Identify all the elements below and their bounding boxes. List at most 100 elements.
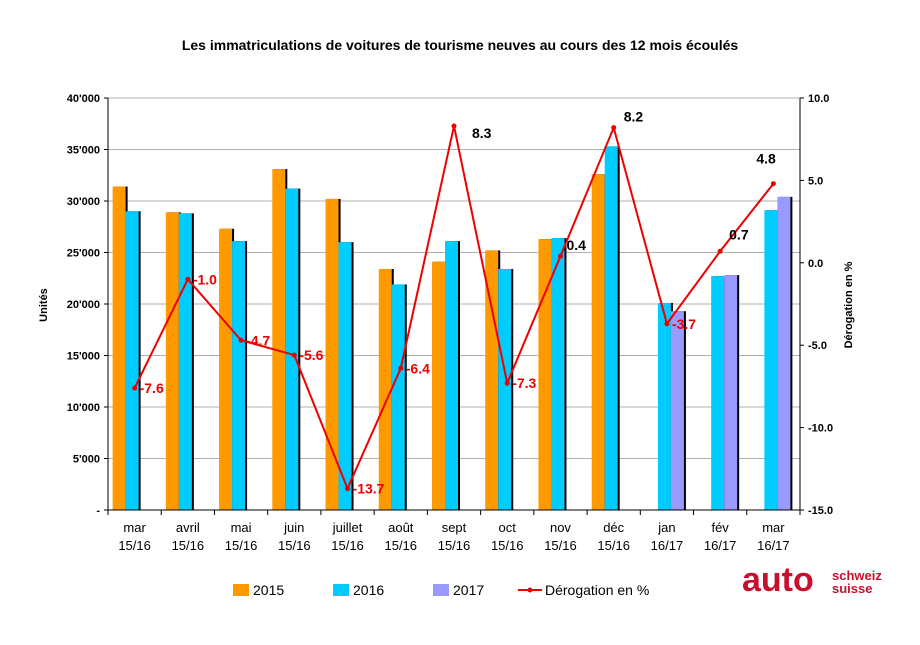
legend-label: 2017 (453, 582, 484, 598)
derogation-point (398, 365, 404, 371)
y2-tick-label: 5.0 (808, 175, 823, 187)
y-tick-label: 10'000 (67, 402, 100, 414)
derogation-point (611, 125, 617, 131)
bar-2017 (670, 311, 684, 510)
logo-suisse-text: suisse (832, 581, 873, 596)
bar-2015 (219, 228, 233, 510)
legend-swatch-2017 (433, 584, 449, 596)
data-label: -13.7 (353, 481, 385, 497)
bars (112, 146, 793, 511)
derogation-point (504, 380, 510, 386)
x-tick-label: sept (442, 520, 467, 535)
data-label: 8.2 (624, 109, 644, 125)
derogation-point (132, 385, 138, 391)
y2-tick-label: 10.0 (808, 93, 829, 105)
legend-swatch-2015 (233, 584, 249, 596)
bar-2015 (325, 198, 339, 510)
y2-tick-label: 0.0 (808, 258, 823, 270)
data-label: -4.7 (246, 332, 270, 348)
y-tick-label: - (96, 505, 100, 517)
x-tick-label: nov (550, 520, 571, 535)
derogation-point (557, 253, 563, 259)
bar-2015 (165, 212, 179, 510)
bar-2016 (338, 242, 352, 510)
x-tick-label: mar (123, 520, 146, 535)
y-tick-label: 20'000 (67, 299, 100, 311)
x-tick-label: déc (603, 520, 624, 535)
legend-label: 2016 (353, 582, 384, 598)
bar-2015 (432, 261, 445, 510)
auto-schweiz-logo: auto schweiz suisse (742, 561, 902, 607)
derogation-point (664, 321, 670, 327)
x-tick-label: 15/16 (544, 538, 577, 553)
bar-2015 (378, 268, 392, 510)
data-label: -7.6 (140, 380, 164, 396)
bar-2015 (538, 239, 552, 511)
derogation-point (185, 276, 191, 282)
x-tick-label: 15/16 (438, 538, 471, 553)
x-tick-label: avril (176, 520, 200, 535)
y-tick-label: 25'000 (67, 248, 100, 260)
x-tick-label: 15/16 (172, 538, 205, 553)
y-tick-label: 30'000 (67, 196, 100, 208)
bar-2016 (445, 241, 458, 511)
logo-schweiz-text: schweiz (832, 568, 882, 583)
bar-2016 (764, 210, 778, 510)
bar-2015 (485, 250, 499, 510)
data-label: -5.6 (299, 347, 323, 363)
data-label: -7.3 (512, 375, 536, 391)
x-tick-label: fév (711, 520, 729, 535)
x-tick-label: juin (283, 520, 304, 535)
derogation-line (132, 123, 776, 492)
y-tick-label: 40'000 (67, 93, 100, 105)
bar-2017 (777, 196, 791, 510)
bar-2016 (285, 188, 299, 510)
legend-marker-derogation (527, 587, 533, 593)
y2-tick-label: -5.0 (808, 340, 827, 352)
y-tick-label: 35'000 (67, 145, 100, 157)
x-tick-label: 15/16 (278, 538, 311, 553)
bar-2016 (178, 213, 192, 511)
x-tick-label: mar (762, 520, 785, 535)
derogation-point (238, 337, 244, 343)
x-tick-label: 16/17 (704, 538, 737, 553)
derogation-point (451, 123, 457, 129)
derogation-point (770, 181, 776, 187)
x-tick-label: oct (499, 520, 517, 535)
legend-label: 2015 (253, 582, 284, 598)
x-tick-label: 15/16 (331, 538, 364, 553)
y2-tick-label: -15.0 (808, 505, 833, 517)
x-tick-label: mai (231, 520, 252, 535)
derogation-point (291, 352, 297, 358)
derogation-point (345, 486, 351, 492)
y2-axis-title: Dérogation en % (843, 261, 855, 348)
bar-2015 (272, 169, 286, 510)
x-tick-label: 15/16 (597, 538, 630, 553)
logo-auto-text: auto (742, 561, 814, 599)
bar-2016 (391, 284, 405, 510)
bar-2015 (591, 174, 605, 510)
legend-swatch-2016 (333, 584, 349, 596)
data-label: 4.8 (756, 151, 776, 167)
data-labels: -7.6 -1.0 -4.7 -5.6 -13.7 -6.4 8.3 -7.3 0.4 8.2 -3… (140, 109, 776, 497)
x-tick-label: août (388, 520, 414, 535)
data-label: -3.7 (672, 316, 696, 332)
bar-2016 (604, 146, 618, 510)
data-label: 0.7 (729, 226, 749, 242)
x-tick-label: jan (657, 520, 675, 535)
bar-2017 (724, 275, 738, 510)
data-label: -6.4 (406, 360, 430, 376)
legend: 2015 2016 2017 Dérogation en % (233, 582, 649, 598)
bar-2015 (112, 186, 126, 510)
bar-2016 (498, 268, 512, 510)
data-label: 0.4 (566, 237, 586, 253)
bar-2016 (711, 276, 725, 510)
y2-tick-label: -10.0 (808, 423, 833, 435)
data-label: 8.3 (472, 125, 492, 141)
derogation-point (717, 248, 723, 254)
x-tick-label: 16/17 (651, 538, 684, 553)
axes: - 5'000 10'000 15'000 20'000 25'000 30'000 35'0… (67, 93, 833, 553)
data-label: -1.0 (193, 271, 217, 287)
x-tick-label: 15/16 (118, 538, 151, 553)
